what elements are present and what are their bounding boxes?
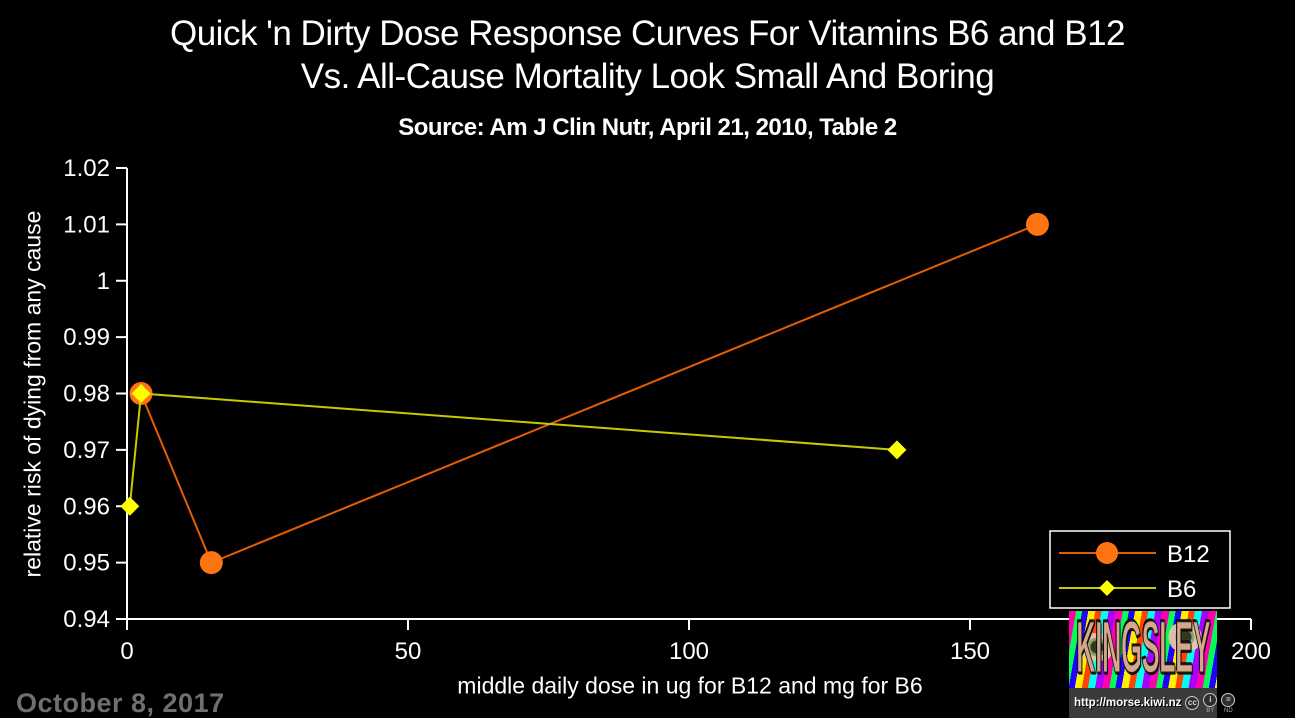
kingsley-logo-art: KINGSLEY bbox=[1069, 611, 1217, 688]
b6-line bbox=[128, 392, 898, 507]
kingsley-logo-text: KINGSLEY bbox=[1075, 611, 1212, 688]
y-tick-label: 1.01 bbox=[63, 211, 110, 238]
cc-by-icon: i BY bbox=[1203, 692, 1218, 714]
y-tick-label: 0.96 bbox=[63, 493, 110, 520]
b12-marker bbox=[1096, 542, 1118, 564]
date-watermark: October 8, 2017 bbox=[16, 688, 225, 718]
x-tick-label: 0 bbox=[120, 638, 133, 665]
x-tick-label: 150 bbox=[950, 638, 990, 665]
b12-line bbox=[140, 223, 1038, 564]
b12-marker bbox=[199, 551, 223, 575]
eye-texture-icon bbox=[1073, 633, 1121, 661]
y-tick-label: 0.99 bbox=[63, 324, 110, 351]
x-tick-label: 50 bbox=[395, 638, 422, 665]
y-tick-label: 0.98 bbox=[63, 381, 110, 408]
logo-url-bar: http://morse.kiwi.nz cc i BY = ND bbox=[1069, 688, 1236, 718]
logo-url: http://morse.kiwi.nz bbox=[1074, 697, 1182, 709]
b12-marker bbox=[1025, 212, 1049, 236]
x-tick-label: 100 bbox=[669, 638, 709, 665]
b6-marker bbox=[120, 496, 140, 516]
chart-subtitle: Source: Am J Clin Nutr, April 21, 2010, … bbox=[398, 114, 897, 141]
kingsley-logo: KINGSLEY http://morse.kiwi.nz cc i BY = … bbox=[1069, 611, 1236, 718]
chart-title: Quick 'n Dirty Dose Response Curves For … bbox=[0, 12, 1295, 98]
y-tick-label: 1 bbox=[97, 268, 110, 295]
y-tick-label: 0.95 bbox=[63, 550, 110, 577]
x-tick-label: 200 bbox=[1231, 638, 1271, 665]
axes bbox=[126, 168, 1251, 620]
b6-marker bbox=[131, 384, 151, 403]
legend-label-b12: B12 bbox=[1167, 541, 1210, 568]
legend-box bbox=[1049, 530, 1231, 609]
x-axis-label: middle daily dose in ug for B12 and mg f… bbox=[457, 672, 923, 699]
cc-icon: cc bbox=[1185, 695, 1200, 711]
y-tick-label: 0.97 bbox=[63, 437, 110, 464]
y-tick-label: 1.02 bbox=[63, 155, 110, 182]
legend-label-b6: B6 bbox=[1167, 576, 1196, 603]
eye-texture-icon bbox=[1161, 623, 1209, 651]
chart-title-line1: Quick 'n Dirty Dose Response Curves For … bbox=[169, 14, 1126, 53]
y-tick-label: 0.94 bbox=[63, 606, 110, 633]
b6-marker bbox=[1099, 580, 1115, 596]
b6-marker bbox=[887, 440, 907, 460]
cc-nd-icon: = ND bbox=[1221, 692, 1236, 714]
chart-title-line2: Vs. All-Cause Mortality Look Small And B… bbox=[300, 57, 995, 96]
